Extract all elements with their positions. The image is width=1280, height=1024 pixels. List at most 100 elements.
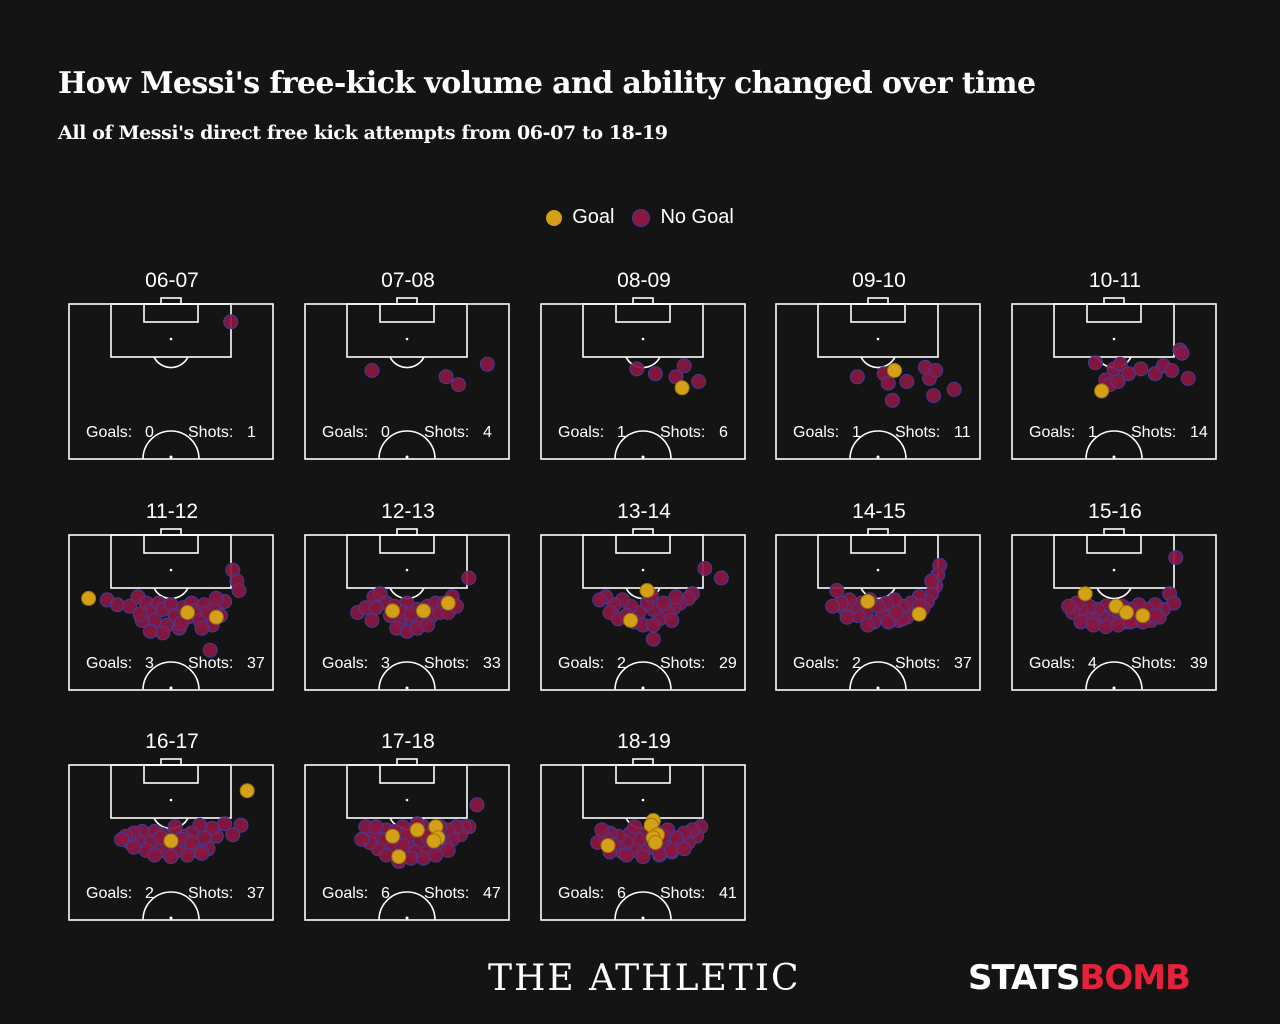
shot-nogoal-point bbox=[928, 363, 944, 378]
goals-label: Goals: bbox=[322, 424, 369, 441]
panel-title: 12-13 bbox=[381, 500, 435, 523]
goal-frame bbox=[160, 297, 182, 305]
penalty-box bbox=[346, 764, 468, 819]
panel-title: 18-19 bbox=[617, 730, 671, 753]
shot-nogoal-point bbox=[163, 849, 179, 865]
penalty-spot bbox=[641, 798, 645, 802]
pitch-chart bbox=[540, 297, 746, 460]
shot-nogoal-point bbox=[697, 561, 713, 576]
penalty-spot bbox=[1112, 568, 1116, 572]
shot-nogoal-point bbox=[155, 625, 171, 641]
pitch-chart bbox=[304, 528, 510, 691]
shots-value: 41 bbox=[719, 885, 737, 902]
shots-label: Shots: bbox=[188, 424, 234, 441]
penalty-box bbox=[817, 534, 939, 589]
chart-title: How Messi's free-kick volume and ability… bbox=[58, 66, 1036, 101]
shot-goal-point bbox=[385, 603, 401, 619]
six-yard-box bbox=[379, 534, 435, 554]
goals-label: Goals: bbox=[86, 424, 133, 441]
shots-label: Shots: bbox=[660, 885, 706, 902]
shots-value: 29 bbox=[719, 655, 737, 672]
shot-goal-point bbox=[647, 835, 663, 850]
shot-goal-point bbox=[426, 833, 442, 849]
shot-nogoal-point bbox=[469, 797, 485, 813]
six-yard-box bbox=[1086, 534, 1142, 554]
shots-value: 6 bbox=[719, 424, 728, 441]
shot-nogoal-point bbox=[479, 356, 495, 372]
shot-goal-point bbox=[440, 595, 456, 611]
shot-goal-point bbox=[163, 833, 179, 849]
panel-title: 16-17 bbox=[145, 730, 199, 753]
penalty-spot bbox=[1112, 337, 1116, 341]
shot-nogoal-point bbox=[656, 595, 672, 611]
centre-circle bbox=[378, 661, 436, 691]
shot-nogoal-point bbox=[664, 612, 680, 628]
goal-frame bbox=[1103, 528, 1125, 536]
centre-circle bbox=[378, 430, 436, 460]
shot-nogoal-point bbox=[880, 375, 896, 391]
six-yard-box bbox=[143, 303, 199, 323]
shot-nogoal-point bbox=[1085, 617, 1101, 633]
shot-nogoal-point bbox=[354, 831, 370, 847]
shot-goal-point bbox=[674, 380, 690, 396]
shot-nogoal-point bbox=[627, 819, 643, 835]
shots-label: Shots: bbox=[188, 655, 234, 672]
shot-nogoal-point bbox=[1168, 550, 1184, 566]
shot-goal-point bbox=[1135, 608, 1151, 624]
shot-nogoal-point bbox=[1098, 619, 1114, 635]
penalty-box bbox=[1053, 303, 1175, 358]
shots-value: 11 bbox=[954, 424, 971, 441]
goal-frame bbox=[632, 297, 654, 305]
goals-label: Goals: bbox=[558, 655, 605, 672]
centre-circle bbox=[614, 430, 672, 460]
shot-nogoal-point bbox=[647, 366, 663, 382]
penalty-spot bbox=[405, 568, 409, 572]
shots-label: Shots: bbox=[1131, 424, 1177, 441]
goals-value: 3 bbox=[381, 655, 390, 672]
goals-value: 1 bbox=[852, 424, 861, 441]
goals-value: 6 bbox=[381, 885, 390, 902]
shot-nogoal-point bbox=[860, 617, 876, 633]
goal-frame bbox=[396, 758, 418, 766]
shots-label: Shots: bbox=[424, 424, 470, 441]
shot-nogoal-point bbox=[1088, 355, 1103, 371]
shot-nogoal-point bbox=[142, 623, 158, 639]
shot-nogoal-point bbox=[461, 570, 477, 586]
chart-subtitle: All of Messi's direct free kick attempts… bbox=[58, 122, 668, 144]
shot-nogoal-point bbox=[440, 842, 456, 858]
centre-circle bbox=[614, 661, 672, 691]
shot-goal-point bbox=[81, 590, 97, 606]
pitch-chart bbox=[304, 297, 510, 460]
shot-nogoal-point bbox=[839, 609, 855, 625]
centre-spot bbox=[1112, 455, 1116, 459]
goals-label: Goals: bbox=[793, 655, 840, 672]
shots-label: Shots: bbox=[1131, 655, 1177, 672]
shot-goal-point bbox=[416, 603, 431, 619]
shot-nogoal-point bbox=[668, 589, 684, 605]
shots-value: 37 bbox=[954, 655, 972, 672]
penalty-box bbox=[817, 303, 939, 358]
centre-circle bbox=[142, 891, 200, 921]
goal-frame bbox=[160, 758, 182, 766]
goal-frame bbox=[396, 297, 418, 305]
panel-title: 13-14 bbox=[617, 500, 671, 523]
penalty-arc bbox=[1096, 587, 1132, 600]
centre-spot bbox=[405, 455, 409, 459]
six-yard-box bbox=[379, 764, 435, 784]
pitch-chart bbox=[1011, 297, 1217, 460]
goals-label: Goals: bbox=[1029, 655, 1076, 672]
goals-value: 3 bbox=[145, 655, 154, 672]
shots-value: 37 bbox=[247, 655, 265, 672]
shots-label: Shots: bbox=[188, 885, 234, 902]
shot-goal-point bbox=[208, 609, 224, 625]
legend-goal-label: Goal bbox=[572, 206, 615, 228]
goals-value: 6 bbox=[617, 885, 626, 902]
penalty-spot bbox=[405, 337, 409, 341]
goals-value: 1 bbox=[1088, 424, 1097, 441]
penalty-arc bbox=[389, 356, 425, 369]
panel-title: 10-11 bbox=[1088, 269, 1142, 292]
shot-nogoal-point bbox=[438, 369, 454, 385]
panel-title: 15-16 bbox=[1088, 500, 1142, 523]
shot-goal-point bbox=[887, 363, 902, 378]
legend-goal-marker bbox=[546, 209, 563, 226]
